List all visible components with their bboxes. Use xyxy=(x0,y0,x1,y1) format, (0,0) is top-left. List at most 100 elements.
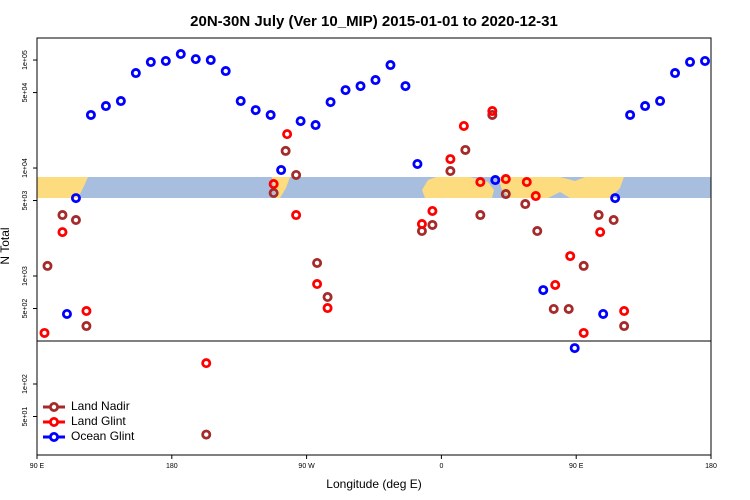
point xyxy=(548,303,559,314)
point xyxy=(39,327,50,338)
point xyxy=(268,179,279,190)
y-axis-label: N Total xyxy=(0,227,12,264)
point xyxy=(619,321,630,332)
x-axis-label: Longitude (deg E) xyxy=(326,477,421,491)
y-tick-label: 1e+02 xyxy=(22,374,29,394)
point xyxy=(100,101,111,112)
point xyxy=(201,358,212,369)
plot-frame xyxy=(36,37,712,456)
point xyxy=(400,81,411,92)
point xyxy=(532,226,543,237)
point xyxy=(250,105,261,116)
point xyxy=(625,109,636,120)
point xyxy=(569,343,580,354)
point xyxy=(57,227,68,238)
point xyxy=(670,68,681,79)
y-tick-label: 1e+03 xyxy=(22,266,29,286)
x-tick-label: 180 xyxy=(705,463,717,470)
point xyxy=(563,303,574,314)
legend-marker xyxy=(49,431,60,442)
point xyxy=(325,97,336,108)
point xyxy=(520,199,531,210)
point xyxy=(268,188,279,199)
point xyxy=(655,96,666,107)
y-tick-label: 5e+02 xyxy=(22,299,29,319)
x-tick-label: 90 E xyxy=(569,463,584,470)
point xyxy=(355,81,366,92)
point xyxy=(412,158,423,169)
point xyxy=(81,306,92,317)
point xyxy=(282,129,293,140)
point xyxy=(530,191,541,202)
point xyxy=(538,285,549,296)
y-tick-label: 1e+04 xyxy=(22,158,29,178)
point xyxy=(205,55,216,66)
chart-title: 20N-30N July (Ver 10_MIP) 2015-01-01 to … xyxy=(190,13,558,30)
point xyxy=(487,106,498,117)
legend-marker xyxy=(49,416,60,427)
point xyxy=(70,215,81,226)
point xyxy=(190,54,201,65)
point xyxy=(458,121,469,132)
point xyxy=(619,306,630,317)
point xyxy=(85,109,96,120)
y-tick-label: 5e+04 xyxy=(22,83,29,103)
point xyxy=(291,210,302,221)
point xyxy=(475,177,486,188)
point xyxy=(593,210,604,221)
point xyxy=(370,75,381,86)
point xyxy=(521,177,532,188)
point xyxy=(201,429,212,440)
legend-label: Land Nadir xyxy=(71,399,130,413)
point xyxy=(427,205,438,216)
y-tick-label: 1e+05 xyxy=(22,50,29,70)
point xyxy=(322,303,333,314)
point xyxy=(416,219,427,230)
point xyxy=(130,68,141,79)
point xyxy=(322,292,333,303)
point xyxy=(220,66,231,77)
point xyxy=(640,101,651,112)
legend-label: Land Glint xyxy=(71,414,126,428)
point xyxy=(42,260,53,271)
x-tick-label: 90 W xyxy=(298,463,315,470)
point xyxy=(578,260,589,271)
point xyxy=(235,96,246,107)
point xyxy=(445,166,456,177)
point xyxy=(700,55,711,66)
point xyxy=(445,154,456,165)
point xyxy=(595,227,606,238)
point xyxy=(312,257,323,268)
point xyxy=(460,144,471,155)
point xyxy=(291,169,302,180)
point xyxy=(565,251,576,262)
legend-marker xyxy=(49,401,60,412)
y-tick-label: 5e+03 xyxy=(22,191,29,211)
point xyxy=(427,219,438,230)
point xyxy=(61,308,72,319)
point xyxy=(57,210,68,221)
point xyxy=(487,109,498,120)
point xyxy=(610,193,621,204)
point xyxy=(340,85,351,96)
point xyxy=(115,96,126,107)
point xyxy=(145,57,156,68)
point xyxy=(598,308,609,319)
point xyxy=(81,321,92,332)
point xyxy=(550,279,561,290)
point xyxy=(295,116,306,127)
map-strip xyxy=(37,177,711,198)
point xyxy=(312,279,323,290)
point xyxy=(578,327,589,338)
point xyxy=(175,49,186,60)
y-tick-label: 5e+01 xyxy=(22,407,29,427)
point xyxy=(490,175,501,186)
point xyxy=(265,109,276,120)
point xyxy=(70,193,81,204)
x-tick-label: 0 xyxy=(439,463,443,470)
point xyxy=(310,120,321,131)
point xyxy=(685,57,696,68)
point xyxy=(500,189,511,200)
point xyxy=(280,145,291,156)
